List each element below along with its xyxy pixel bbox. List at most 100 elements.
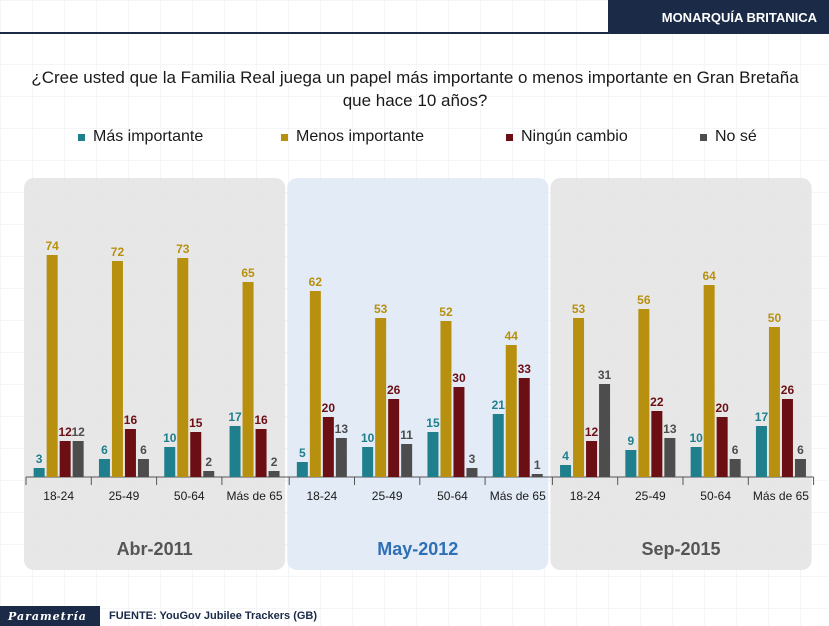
bar-menos-importante-11 [768,327,780,477]
data-label: 30 [452,371,466,385]
data-label: 6 [101,443,108,457]
bar-ningún-cambio-6 [453,387,465,477]
bar-más-importante-3 [229,426,241,477]
data-label: 17 [228,410,242,424]
footer-source: FUENTE: YouGov Jubilee Trackers (GB) [109,610,318,622]
bar-menos-importante-3 [242,282,254,477]
data-label: 4 [562,449,569,463]
bar-más-importante-1 [98,459,110,477]
bar-no-sé-0 [72,441,84,477]
bar-menos-importante-1 [111,261,123,477]
x-tick-label: Más de 65 [490,489,546,503]
bar-ningún-cambio-9 [651,411,663,477]
bar-menos-importante-4 [309,291,321,477]
legend-item-ningun-cambio: Ningún cambio [506,128,628,146]
data-label: 53 [374,302,388,316]
data-label: 6 [797,443,804,457]
data-label: 65 [241,266,255,280]
bar-no-sé-8 [599,384,611,477]
data-label: 53 [572,302,586,316]
bar-menos-importante-2 [177,258,189,477]
legend-swatch-no-se [700,133,707,141]
bar-más-importante-6 [427,432,439,477]
bar-más-importante-10 [690,447,702,477]
bar-no-sé-11 [794,459,806,477]
bar-más-importante-11 [755,426,767,477]
header-bar: MONARQUÍA BRITANICA [608,0,829,34]
legend-item-no-se: No sé [700,128,757,146]
panel-abr-2011 [24,178,286,570]
bar-más-importante-8 [560,465,572,477]
x-tick-label: 25-49 [372,489,403,503]
header-title: MONARQUÍA BRITANICA [661,9,817,25]
bar-ningún-cambio-1 [124,429,136,477]
legend-label-no-se: No sé [715,128,757,145]
logo-text: Parametría [8,609,87,623]
bar-menos-importante-6 [440,321,452,477]
x-tick-label: Más de 65 [753,489,809,503]
data-label: 74 [45,239,59,253]
data-label: 72 [111,245,125,259]
bar-no-sé-10 [729,459,741,477]
panel-sep-2015 [550,178,812,570]
data-label: 20 [322,401,336,415]
bar-más-importante-2 [164,447,176,477]
bar-ningún-cambio-3 [255,429,267,477]
data-label: 22 [650,395,664,409]
legend-label-mas-importante: Más importante [93,128,204,145]
bar-ningún-cambio-10 [716,417,728,477]
data-label: 3 [36,452,43,466]
bar-ningún-cambio-8 [586,441,598,477]
bar-no-sé-7 [531,474,543,477]
data-label: 50 [768,311,782,325]
data-label: 12 [585,425,599,439]
data-label: 17 [755,410,769,424]
bar-más-importante-4 [296,462,308,477]
legend-item-menos-importante: Menos importante [281,128,424,146]
data-label: 13 [335,422,349,436]
panel-may-2012 [287,178,549,570]
bar-ningún-cambio-11 [781,399,793,477]
data-label: 56 [637,293,651,307]
data-label: 52 [439,305,453,319]
data-label: 33 [518,362,532,376]
x-tick-label: 18-24 [570,489,601,503]
data-label: 64 [702,269,716,283]
bar-menos-importante-0 [46,255,58,477]
bar-no-sé-4 [335,438,347,477]
data-label: 10 [361,431,375,445]
data-label: 1 [534,458,541,472]
bar-menos-importante-5 [375,318,387,477]
data-label: 20 [715,401,729,415]
data-label: 6 [140,443,147,457]
bar-no-sé-3 [268,471,280,477]
bar-no-sé-2 [203,471,215,477]
bar-menos-importante-10 [703,285,715,477]
data-label: 26 [781,383,795,397]
data-label: 11 [400,428,413,442]
x-tick-label: Más de 65 [227,489,283,503]
data-label: 10 [163,431,177,445]
data-label: 13 [663,422,677,436]
x-tick-label: 18-24 [43,489,74,503]
bar-más-importante-0 [33,468,45,477]
data-label: 12 [71,425,85,439]
bar-ningún-cambio-7 [518,378,530,477]
legend-label-menos-importante: Menos importante [296,128,425,145]
parametria-logo: Parametría [0,606,100,626]
chart-question: ¿Cree usted que la Familia Real juega un… [31,68,799,110]
data-label: 2 [271,455,278,469]
data-label: 5 [299,446,306,460]
data-label: 16 [124,413,138,427]
bar-menos-importante-7 [505,345,517,477]
bar-no-sé-1 [137,459,149,477]
data-label: 10 [689,431,703,445]
data-label: 73 [176,242,190,256]
data-label: 21 [492,398,506,412]
data-label: 9 [628,434,635,448]
bar-ningún-cambio-2 [190,432,202,477]
x-tick-label: 50-64 [174,489,205,503]
bar-no-sé-6 [466,468,478,477]
x-tick-label: 18-24 [306,489,337,503]
